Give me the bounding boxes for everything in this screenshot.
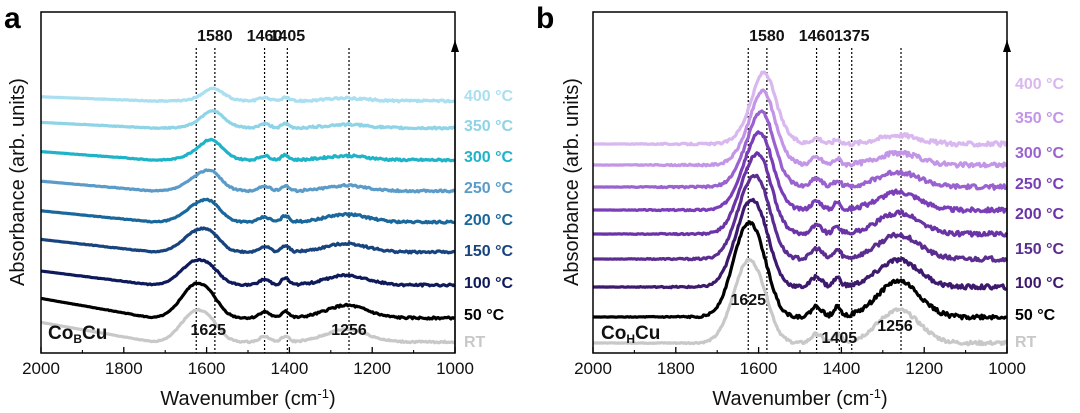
- x-ticks-b: 2000 1800 1600 1400 1200 1000: [574, 347, 1026, 378]
- series-line-rt: [592, 258, 1008, 347]
- legend-label-200-c: 200 °C: [1015, 206, 1065, 223]
- x-tick-label-1600: 1600: [188, 359, 226, 378]
- x-axis-title-a: Wavenumber (cm-1): [160, 386, 335, 410]
- x-axis-title-b: Wavenumber (cm-1): [712, 386, 887, 410]
- peak-label-1460: 1460: [799, 28, 835, 45]
- peak-label-1405: 1405: [822, 330, 858, 347]
- x-tick-label-1200: 1200: [905, 359, 943, 378]
- panel-letter-a: a: [4, 2, 21, 35]
- series-line-250-c: [592, 130, 1007, 214]
- series-line-150-c: [40, 226, 455, 255]
- legend-label-300-c: 300 °C: [464, 149, 514, 166]
- legend-label-50-c: 50 °C: [1015, 307, 1056, 324]
- legend-label-150-c: 150 °C: [464, 243, 514, 260]
- legend-a: RT 50 °C 100 °C 150 °C 200 °C 250 °C 300 °C 350…: [451, 40, 514, 353]
- legend-b: RT 50 °C 100 °C 150 °C 200 °C 250 °C 300 °C 350…: [1003, 40, 1065, 353]
- legend-label-400-c: 400 °C: [1015, 76, 1065, 93]
- peak-label-1580: 1580: [749, 28, 785, 45]
- peak-label-1256: 1256: [877, 318, 913, 335]
- legend-label-350-c: 350 °C: [1015, 110, 1065, 127]
- peak-label-1375: 1375: [834, 28, 870, 45]
- legend-label-150-c: 150 °C: [1015, 241, 1065, 258]
- series-line-350-c: [40, 109, 455, 131]
- panel-letter-b: b: [536, 2, 554, 35]
- x-tick-label-2000: 2000: [574, 359, 612, 378]
- peak-labels-b: 1625 1580 1460 1405 1375 1256: [730, 28, 912, 347]
- legend-label-rt: RT: [1015, 334, 1037, 351]
- series-line-200-c: [592, 151, 1009, 238]
- series-line-100-c: [592, 197, 1008, 291]
- x-tick-label-1600: 1600: [740, 359, 778, 378]
- legend-label-100-c: 100 °C: [464, 275, 514, 292]
- peak-label-1625: 1625: [190, 322, 226, 339]
- peak-label-1405: 1405: [270, 28, 306, 45]
- sample-label-a: CoBCu: [48, 323, 107, 346]
- legend-label-350-c: 350 °C: [464, 118, 514, 135]
- x-tick-label-2000: 2000: [22, 359, 60, 378]
- series-line-50-c: [592, 220, 1007, 321]
- series-line-150-c: [592, 173, 1009, 263]
- x-tick-label-1800: 1800: [105, 359, 143, 378]
- legend-label-250-c: 250 °C: [1015, 176, 1065, 193]
- peak-label-1625: 1625: [730, 292, 766, 309]
- peak-label-1256: 1256: [331, 322, 367, 339]
- x-tick-label-1200: 1200: [353, 359, 391, 378]
- x-tick-label-1400: 1400: [270, 359, 308, 378]
- x-tick-label-1400: 1400: [822, 359, 860, 378]
- legend-label-250-c: 250 °C: [464, 180, 514, 197]
- series-line-300-c: [40, 137, 456, 163]
- series-line-50-c: [40, 281, 456, 321]
- legend-label-300-c: 300 °C: [1015, 145, 1065, 162]
- series-group-b: [592, 70, 1009, 347]
- sample-label-b: CoHCu: [601, 323, 660, 346]
- legend-label-200-c: 200 °C: [464, 212, 514, 229]
- y-axis-title-a: Absorbance (arb. units): [7, 78, 29, 286]
- legend-label-50-c: 50 °C: [464, 307, 505, 324]
- series-line-350-c: [592, 88, 1009, 169]
- y-axis-title-b: Absorbance (arb. units): [561, 78, 583, 286]
- x-tick-label-1000: 1000: [988, 359, 1026, 378]
- legend-label-rt: RT: [464, 334, 486, 351]
- series-line-250-c: [40, 168, 456, 194]
- series-line-rt: [40, 307, 455, 345]
- peak-label-1460: 1460: [247, 28, 283, 45]
- plot-frame-a: [40, 11, 456, 354]
- x-tick-label-1000: 1000: [436, 359, 474, 378]
- series-line-200-c: [40, 197, 456, 225]
- peak-label-1580: 1580: [197, 28, 233, 45]
- peak-lines-a: [195, 48, 350, 353]
- series-line-400-c: [40, 86, 456, 104]
- series-group-a: [40, 86, 456, 345]
- x-ticks-a: 2000 1800 1600 1400 1200 1000: [22, 347, 474, 378]
- panel-b: b 1625 1580 1460 1405 1375 1256 RT 50 °C 100 °C…: [536, 2, 1065, 410]
- x-tick-label-1800: 1800: [657, 359, 695, 378]
- legend-label-100-c: 100 °C: [1015, 275, 1065, 292]
- legend-label-400-c: 400 °C: [464, 88, 514, 105]
- series-line-100-c: [40, 257, 456, 288]
- series-line-400-c: [592, 70, 1009, 148]
- series-line-300-c: [592, 109, 1008, 191]
